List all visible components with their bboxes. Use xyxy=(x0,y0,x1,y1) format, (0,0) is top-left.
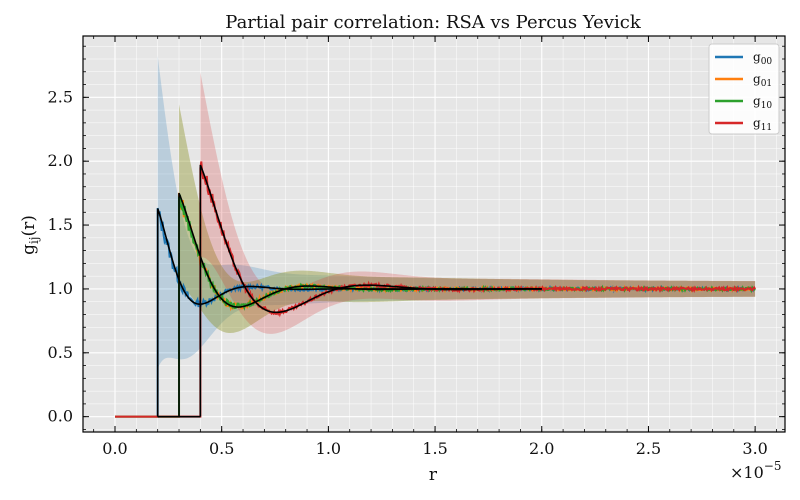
x-axis-multiplier: ×10−5 xyxy=(730,459,781,482)
y-tick-label: 2.0 xyxy=(48,151,73,170)
y-tick-label: 0.0 xyxy=(48,407,73,426)
x-tick-label: 1.5 xyxy=(422,439,447,458)
plot-frame xyxy=(82,35,786,433)
x-tick-label: 2.5 xyxy=(636,439,661,458)
chart-title: Partial pair correlation: RSA vs Percus … xyxy=(225,12,642,33)
x-tick-label: 0.5 xyxy=(209,439,234,458)
legend-label-g10: g10 xyxy=(753,94,772,111)
y-tick-label: 1.0 xyxy=(48,279,73,298)
legend-label-g11: g11 xyxy=(753,116,772,133)
y-tick-label: 2.5 xyxy=(48,87,73,106)
y-tick-label: 0.5 xyxy=(48,343,73,362)
y-axis-label-sub: ij xyxy=(27,236,41,244)
legend-label-g01: g01 xyxy=(753,72,772,89)
y-axis-label-main: g xyxy=(19,244,39,255)
x-axis-label: r xyxy=(429,465,438,485)
y-axis-label-suffix: (r) xyxy=(19,215,39,236)
band-g11 xyxy=(200,72,756,334)
x-axis-multiplier-exponent: −5 xyxy=(764,459,782,473)
x-tick-label: 1.0 xyxy=(316,439,341,458)
y-axis-label: gij(r) xyxy=(19,215,41,255)
band-g10 xyxy=(179,104,756,333)
x-tick-label: 0.0 xyxy=(102,439,127,458)
legend-label-g00: g00 xyxy=(753,50,772,67)
legend: g00 g01 g10 g11 xyxy=(708,43,780,135)
x-axis-multiplier-base: ×10 xyxy=(730,463,764,482)
x-tick-label: 3.0 xyxy=(742,439,767,458)
y-tick-label: 1.5 xyxy=(48,215,73,234)
band-g01 xyxy=(179,104,756,333)
reference-curves xyxy=(156,164,542,418)
reference-curve xyxy=(199,164,542,417)
x-tick-label: 2.0 xyxy=(529,439,554,458)
axis-ticks: 0.0 0.5 1.0 1.5 2.0 2.5 3.0 0.0 0.5 1.0 1.5 2.0 2.5 xyxy=(48,36,785,458)
legend-box xyxy=(708,43,780,135)
